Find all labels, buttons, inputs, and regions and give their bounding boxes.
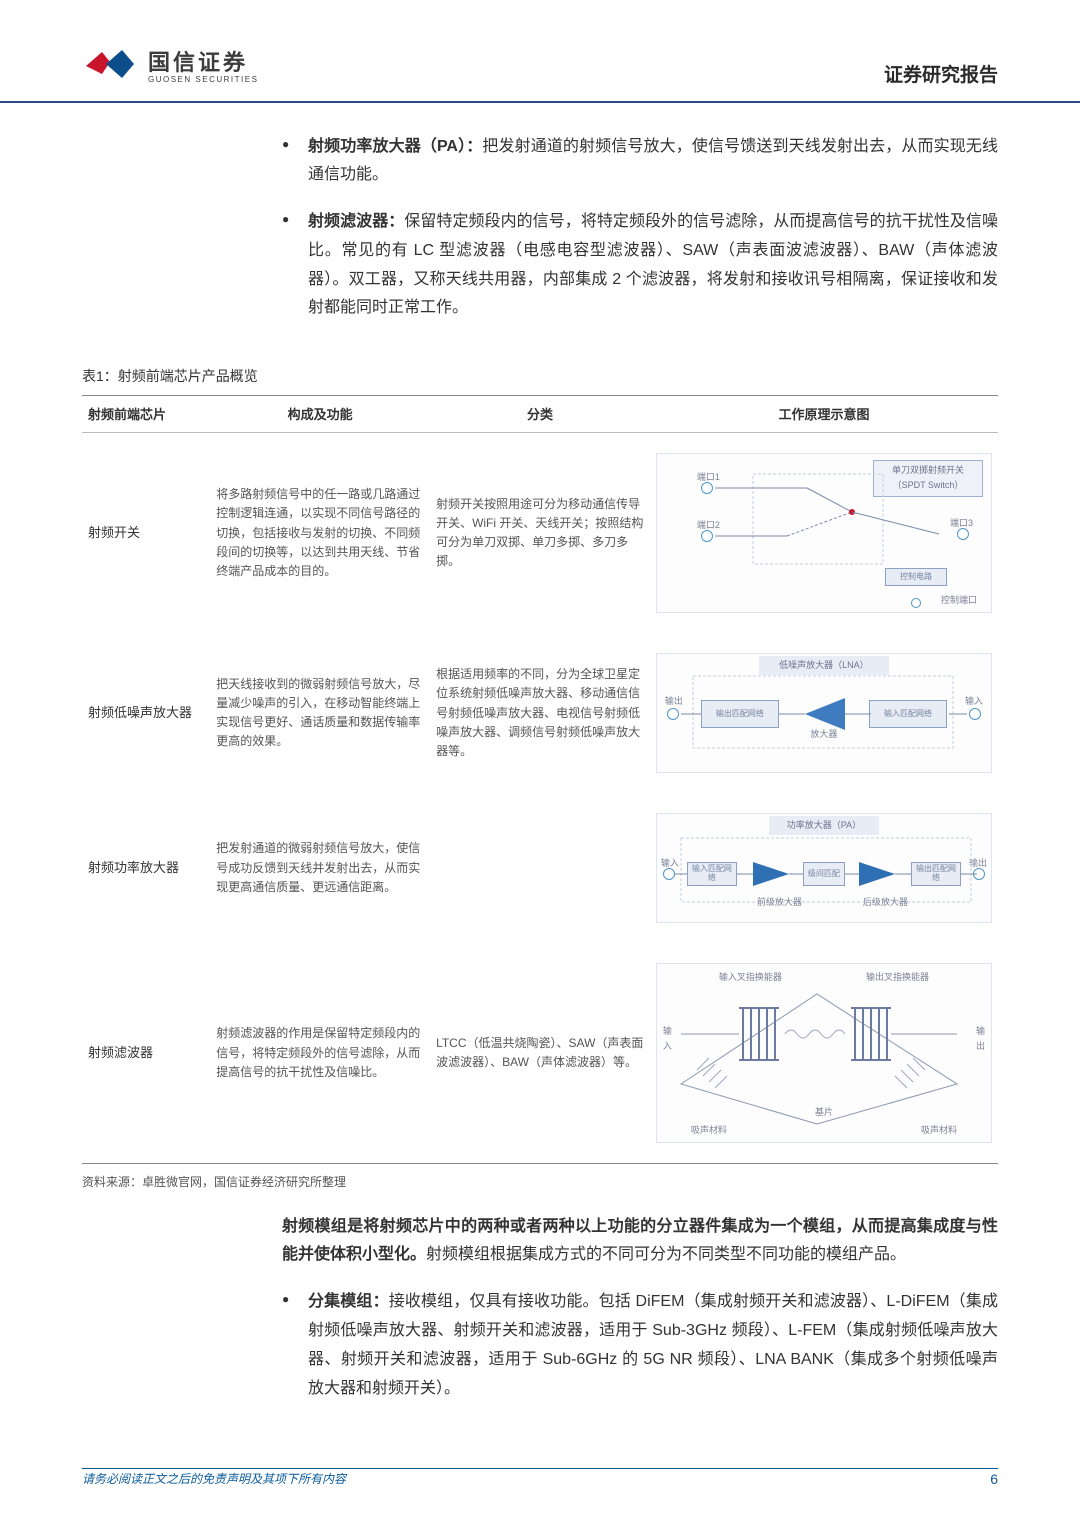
chip-name-cell: 射频开关 bbox=[82, 433, 210, 634]
module-paragraph: 射频模组是将射频芯片中的两种或者两种以上功能的分立器件集成为一个模组，从而提高集… bbox=[282, 1213, 998, 1271]
pa-diagram: 功率放大器（PA） 输入 输出 输入匹配网络 级间匹配 输出匹配网络 前级放大器… bbox=[656, 813, 992, 923]
category-cell bbox=[430, 793, 650, 943]
func-cell: 把发射通道的微弱射频信号放大，使信号成功反馈到天线并发射出去，从而实现更高通信质… bbox=[210, 793, 430, 943]
diagram-cell: 功率放大器（PA） 输入 输出 输入匹配网络 级间匹配 输出匹配网络 前级放大器… bbox=[650, 793, 998, 943]
page-header: 国信证券 GUOSEN SECURITIES 证券研究报告 bbox=[0, 0, 1080, 103]
table-header-cell: 构成及功能 bbox=[210, 396, 430, 433]
table-row: 射频滤波器射频滤波器的作用是保留特定频段内的信号，将特定频段外的信号滤除，从而提… bbox=[82, 943, 998, 1163]
logo-block: 国信证券 GUOSEN SECURITIES bbox=[82, 44, 258, 93]
table-header-cell: 工作原理示意图 bbox=[650, 396, 998, 433]
diagram-cell: 低噪声放大器（LNA） 输出 输入 输出匹配网络 输入匹配网络 放大器 bbox=[650, 633, 998, 793]
filter-diagram: 输入叉指换能器 输出叉指换能器 输入 输出 bbox=[656, 963, 992, 1143]
table-body: 射频开关将多路射频信号中的任一路或几路通过控制逻辑连通，以实现不同信号路径的切换… bbox=[82, 433, 998, 1164]
bullet-title: 射频滤波器： bbox=[308, 213, 404, 230]
bottom-section: 射频模组是将射频芯片中的两种或者两种以上功能的分立器件集成为一个模组，从而提高集… bbox=[82, 1213, 998, 1404]
brand-cn: 国信证券 bbox=[148, 52, 258, 74]
brand-en: GUOSEN SECURITIES bbox=[148, 76, 258, 84]
report-type: 证券研究报告 bbox=[884, 60, 998, 92]
overview-table: 射频前端芯片构成及功能分类工作原理示意图 射频开关将多路射频信号中的任一路或几路… bbox=[82, 396, 998, 1163]
lna-diagram: 低噪声放大器（LNA） 输出 输入 输出匹配网络 输入匹配网络 放大器 bbox=[656, 653, 992, 773]
bullet-list-top: 射频功率放大器（PA）：把发射通道的射频信号放大，使信号馈送到天线发射出去，从而… bbox=[282, 133, 998, 324]
category-cell: 射频开关按照用途可分为移动通信传导开关、WiFi 开关、天线开关；按照结构可分为… bbox=[430, 433, 650, 634]
table-header-cell: 射频前端芯片 bbox=[82, 396, 210, 433]
category-cell: LTCC（低温共烧陶瓷）、SAW（声表面波滤波器）、BAW（声体滤波器）等。 bbox=[430, 943, 650, 1163]
table-title: 表1：射频前端芯片产品概览 bbox=[82, 341, 998, 396]
switch-diagram: 单刀双掷射频开关（SPDT Switch） 端口1 端口2 端口3 控制电路 控… bbox=[656, 453, 992, 613]
diagram-cell: 单刀双掷射频开关（SPDT Switch） 端口1 端口2 端口3 控制电路 控… bbox=[650, 433, 998, 634]
bullet-item: 分集模组：接收模组，仅具有接收功能。包括 DiFEM（集成射频开关和滤波器）、L… bbox=[282, 1288, 998, 1403]
table-source: 资料来源：卓胜微官网，国信证券经济研究所整理 bbox=[82, 1164, 998, 1212]
diagram-cell: 输入叉指换能器 输出叉指换能器 输入 输出 bbox=[650, 943, 998, 1163]
table-row: 射频功率放大器把发射通道的微弱射频信号放大，使信号成功反馈到天线并发射出去，从而… bbox=[82, 793, 998, 943]
chip-name-cell: 射频功率放大器 bbox=[82, 793, 210, 943]
page-footer: 请务必阅读正文之后的免责声明及其项下所有内容 6 bbox=[0, 1468, 1080, 1492]
table-header-cell: 分类 bbox=[430, 396, 650, 433]
bullet-title: 分集模组： bbox=[308, 1293, 389, 1310]
table-header-row: 射频前端芯片构成及功能分类工作原理示意图 bbox=[82, 396, 998, 433]
bullet-list-bottom: 分集模组：接收模组，仅具有接收功能。包括 DiFEM（集成射频开关和滤波器）、L… bbox=[282, 1288, 998, 1403]
page-content: 射频功率放大器（PA）：把发射通道的射频信号放大，使信号馈送到天线发射出去，从而… bbox=[0, 103, 1080, 1442]
table-row: 射频开关将多路射频信号中的任一路或几路通过控制逻辑连通，以实现不同信号路径的切换… bbox=[82, 433, 998, 634]
chip-name-cell: 射频滤波器 bbox=[82, 943, 210, 1163]
func-cell: 将多路射频信号中的任一路或几路通过控制逻辑连通，以实现不同信号路径的切换，包括接… bbox=[210, 433, 430, 634]
table-row: 射频低噪声放大器把天线接收到的微弱射频信号放大，尽量减少噪声的引入，在移动智能终… bbox=[82, 633, 998, 793]
chip-name-cell: 射频低噪声放大器 bbox=[82, 633, 210, 793]
bullet-body: 保留特定频段内的信号，将特定频段外的信号滤除，从而提高信号的抗干扰性及信噪比。常… bbox=[308, 213, 998, 316]
func-cell: 射频滤波器的作用是保留特定频段内的信号，将特定频段外的信号滤除，从而提高信号的抗… bbox=[210, 943, 430, 1163]
bullet-body: 接收模组，仅具有接收功能。包括 DiFEM（集成射频开关和滤波器）、L-DiFE… bbox=[308, 1293, 998, 1396]
bullet-item: 射频功率放大器（PA）：把发射通道的射频信号放大，使信号馈送到天线发射出去，从而… bbox=[282, 133, 998, 191]
category-cell: 根据适用频率的不同，分为全球卫星定位系统射频低噪声放大器、移动通信信号射频低噪声… bbox=[430, 633, 650, 793]
footer-disclaimer: 请务必阅读正文之后的免责声明及其项下所有内容 bbox=[82, 1469, 346, 1489]
bullet-title: 射频功率放大器（PA）： bbox=[308, 138, 482, 155]
func-cell: 把天线接收到的微弱射频信号放大，尽量减少噪声的引入，在移动智能终端上实现信号更好… bbox=[210, 633, 430, 793]
top-section: 射频功率放大器（PA）：把发射通道的射频信号放大，使信号馈送到天线发射出去，从而… bbox=[82, 133, 998, 324]
logo-icon bbox=[82, 44, 138, 93]
bullet-item: 射频滤波器：保留特定频段内的信号，将特定频段外的信号滤除，从而提高信号的抗干扰性… bbox=[282, 208, 998, 323]
logo-text: 国信证券 GUOSEN SECURITIES bbox=[148, 52, 258, 84]
module-para-rest: 射频模组根据集成方式的不同可分为不同类型不同功能的模组产品。 bbox=[426, 1246, 906, 1263]
page-number: 6 bbox=[990, 1468, 998, 1492]
